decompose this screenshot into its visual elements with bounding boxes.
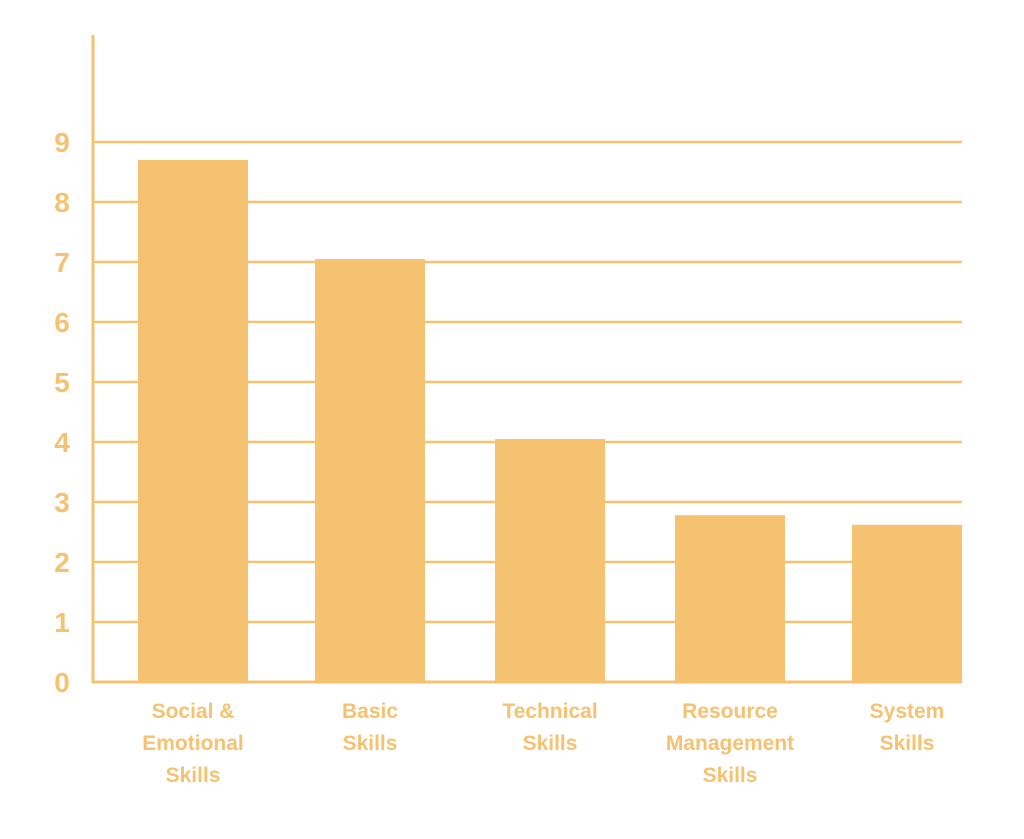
x-tick-label-line: Social & [152,700,235,723]
bars [138,160,962,682]
y-tick-label: 6 [54,307,70,338]
y-tick-labels: 0 1 2 3 4 5 6 7 8 9 [54,127,70,698]
bar [675,515,785,682]
y-tick-label: 1 [54,607,70,638]
x-tick-label-line: Management [666,732,794,755]
x-tick-label: Basic Skills [342,700,398,755]
x-tick-label: Technical Skills [502,700,597,755]
x-tick-label-line: Basic [342,700,398,723]
x-tick-label-line: Skills [523,732,578,755]
x-tick-label-line: System [870,700,945,723]
x-tick-label: System Skills [870,700,945,755]
bar [495,439,605,682]
x-tick-label-line: Skills [703,764,758,787]
bar [315,259,425,682]
x-tick-label-line: Skills [880,732,935,755]
y-tick-label: 3 [54,487,70,518]
x-tick-label-line: Skills [166,764,221,787]
x-tick-label-line: Technical [502,700,597,723]
y-tick-label: 5 [54,367,70,398]
y-tick-label: 7 [54,247,70,278]
axes [91,35,962,684]
bar [852,524,962,682]
y-tick-label: 8 [54,187,70,218]
x-tick-label: Social & Emotional Skills [142,700,244,787]
bar [138,160,248,682]
y-tick-label: 4 [54,427,70,458]
y-tick-label: 2 [54,547,70,578]
x-tick-label: Resource Management Skills [666,700,794,787]
x-tick-label-line: Skills [343,732,398,755]
x-tick-label-line: Resource [682,700,778,723]
y-tick-label: 0 [54,667,70,698]
y-tick-label: 9 [54,127,70,158]
x-tick-label-line: Emotional [142,732,244,755]
